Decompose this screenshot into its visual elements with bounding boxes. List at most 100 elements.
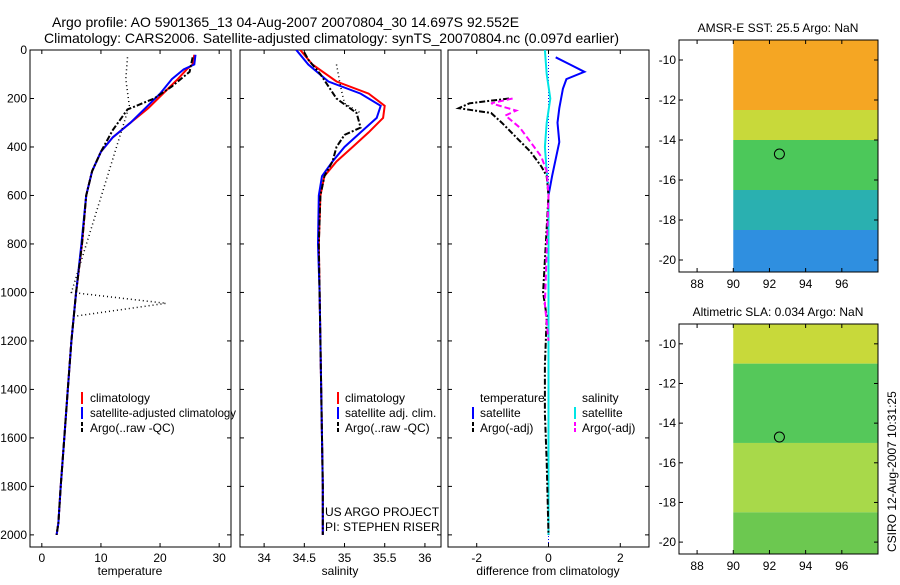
depth-ytick-label: 600 xyxy=(7,188,27,202)
depth-ytick-label: 1400 xyxy=(0,382,27,396)
sst-field-band xyxy=(733,190,878,230)
sla-xtick-label: 90 xyxy=(727,559,741,573)
sla-xtick-label: 92 xyxy=(763,559,777,573)
salinity-xtick-label: 36 xyxy=(418,551,432,565)
sst-field-band xyxy=(733,140,878,190)
salinity-xtick-label: 35 xyxy=(338,551,352,565)
temperature-series-satellite-adjusted-climatology xyxy=(55,54,197,536)
project-note: US ARGO PROJECT xyxy=(325,505,440,519)
salinity-series-argo-raw-qc xyxy=(303,51,362,535)
sst-argo-position-marker xyxy=(773,148,785,160)
temperature-axes-box xyxy=(29,49,232,548)
sla-map-panel: Altimetric SLA: 0.034 Argo: NaN 88 90 92 94… xyxy=(659,305,879,573)
depth-ytick-label: 0 xyxy=(20,43,27,57)
sst-field-band xyxy=(733,40,878,110)
salinity-xtick-label: 35.5 xyxy=(373,551,397,565)
temperature-series-group xyxy=(55,54,197,536)
temperature-xtick-label: 10 xyxy=(94,551,108,565)
sla-map-axes-box xyxy=(678,323,879,555)
difference-xlabel: difference from climatology xyxy=(476,564,619,578)
sst-map-axes-box xyxy=(678,39,879,273)
diff-legend-title-salinity: salinity xyxy=(582,391,619,405)
sla-map-ticks: 88 90 92 94 96 -10 -12 -14 -16 -18 -20 xyxy=(659,324,878,573)
depth-ytick-label: 400 xyxy=(7,140,27,154)
temperature-panel: 0 10 20 30 0 200 400 600 800 1000 1200 1400 1600 1800… xyxy=(0,43,236,578)
salinity-xtick-label: 34 xyxy=(257,551,271,565)
sst-field-band xyxy=(733,110,878,140)
sal-legend-argo: Argo(..raw -QC) xyxy=(345,421,430,435)
sal-legend-satellite: satellite adj. clim. xyxy=(345,406,436,420)
difference-series-salinity-satellite xyxy=(543,50,552,535)
difference-series-salinity-argo-adj xyxy=(490,97,550,341)
sla-ytick-label: -18 xyxy=(659,495,677,509)
temp-legend-satellite: satellite-adjusted climatology xyxy=(90,406,236,420)
sst-ytick-label: -18 xyxy=(659,213,677,227)
depth-ytick-label: 1600 xyxy=(0,431,27,445)
sst-ytick-label: -12 xyxy=(659,93,677,107)
sst-xtick-label: 88 xyxy=(690,277,704,291)
depth-ytick-label: 1200 xyxy=(0,334,27,348)
temperature-legend: climatology satellite-adjusted climatolo… xyxy=(81,391,236,435)
difference-series-temperature-argo-adj xyxy=(455,97,550,535)
diff-legend-sal-argo: Argo(-adj) xyxy=(582,421,635,435)
depth-ytick-label: 1800 xyxy=(0,479,27,493)
figure-title-line2: Climatology: CARS2006. Satellite-adjuste… xyxy=(44,30,619,46)
temperature-series-argo-raw-qc xyxy=(55,57,194,536)
salinity-series-satellite-adj-clim xyxy=(295,50,382,535)
depth-ytick-label: 200 xyxy=(7,91,27,105)
side-timestamp-label: CSIRO 12-Aug-2007 10:31:25 xyxy=(885,391,899,552)
sla-xtick-label: 94 xyxy=(799,559,813,573)
sst-map-ticks: 88 90 92 94 96 -10 -12 -14 -16 -18 -20 xyxy=(659,40,878,291)
sst-xtick-label: 96 xyxy=(835,277,849,291)
diff-legend-temp-argo: Argo(-adj) xyxy=(480,421,533,435)
salinity-ticks: 34 34.5 35 35.5 36 xyxy=(240,49,441,565)
temperature-series-raw-outliers xyxy=(70,57,167,318)
salinity-panel: 34 34.5 35 35.5 36 salinity climatology sate… xyxy=(239,49,442,578)
depth-ytick-label: 2000 xyxy=(0,528,27,542)
temperature-xtick-label: 0 xyxy=(38,551,45,565)
sst-map-panel: AMSR-E SST: 25.5 Argo: NaN 88 90 92 94 96 -10… xyxy=(659,21,879,291)
sst-xtick-label: 92 xyxy=(763,277,777,291)
diff-legend-title-temperature: temperature xyxy=(480,391,545,405)
temperature-ticks: 0 10 20 30 0 200 400 600 800 1000 1200 1400 1600 1800… xyxy=(0,43,231,565)
depth-ytick-label: 800 xyxy=(7,237,27,251)
temperature-xlabel: temperature xyxy=(98,564,163,578)
sla-ytick-label: -16 xyxy=(659,456,677,470)
sla-ytick-label: -20 xyxy=(659,535,677,549)
temperature-xtick-label: 20 xyxy=(153,551,167,565)
diff-legend-temp-satellite: satellite xyxy=(480,406,521,420)
sst-ytick-label: -16 xyxy=(659,173,677,187)
difference-series-group xyxy=(455,50,587,547)
sla-field-band xyxy=(733,512,878,554)
sla-ytick-label: -10 xyxy=(659,337,677,351)
sla-xtick-label: 88 xyxy=(690,559,704,573)
difference-ticks: -2 0 2 xyxy=(448,49,649,565)
diff-legend-sal-satellite: satellite xyxy=(582,406,623,420)
difference-legend: temperature salinity satellite Argo(-adj… xyxy=(472,391,635,435)
sla-ytick-label: -12 xyxy=(659,376,677,390)
difference-series-temperature-satellite xyxy=(547,56,587,535)
depth-ytick-label: 1000 xyxy=(0,285,27,299)
difference-xtick-label: 2 xyxy=(617,551,624,565)
sst-ytick-label: -20 xyxy=(659,253,677,267)
sst-map-title: AMSR-E SST: 25.5 Argo: NaN xyxy=(698,21,859,35)
temperature-xtick-label: 30 xyxy=(212,551,226,565)
pi-note: PI: STEPHEN RISER xyxy=(325,520,440,534)
sst-field-band xyxy=(733,230,878,272)
sst-xtick-label: 90 xyxy=(727,277,741,291)
difference-xtick-label: -2 xyxy=(471,551,482,565)
sla-field-band xyxy=(733,324,878,364)
figure-title-line1: Argo profile: AO 5901365_13 04-Aug-2007 … xyxy=(52,14,519,30)
sla-ytick-label: -14 xyxy=(659,416,677,430)
difference-xtick-label: 0 xyxy=(545,551,552,565)
sst-ytick-label: -14 xyxy=(659,133,677,147)
sla-field-band xyxy=(733,442,878,513)
salinity-series-group xyxy=(295,50,386,535)
sla-xtick-label: 96 xyxy=(835,559,849,573)
salinity-axes-box xyxy=(239,49,442,548)
temp-legend-climatology: climatology xyxy=(90,391,150,405)
sal-legend-climatology: climatology xyxy=(345,391,405,405)
salinity-xtick-label: 34.5 xyxy=(293,551,317,565)
sst-map-field xyxy=(733,40,878,272)
